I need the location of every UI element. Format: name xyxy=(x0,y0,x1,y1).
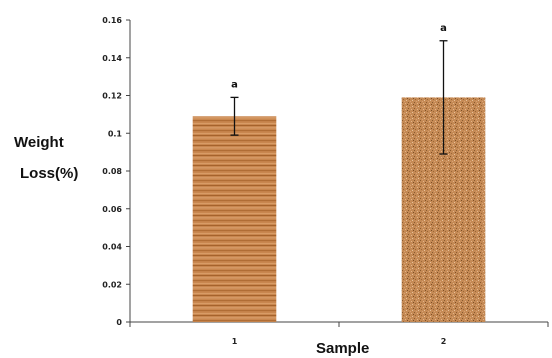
y-tick-label: 0.16 xyxy=(102,16,122,25)
y-tick-label: 0.08 xyxy=(102,167,122,176)
y-axis-label-line-2: Loss(%) xyxy=(20,165,78,182)
x-tick-label: 1 xyxy=(232,337,238,346)
y-tick-label: 0.06 xyxy=(102,205,122,214)
y-tick-label: 0.02 xyxy=(102,280,122,289)
bar-1 xyxy=(192,116,277,322)
y-tick-label: 0 xyxy=(116,318,122,327)
y-axis-label-line-1: Weight xyxy=(14,134,64,151)
y-tick-label: 0.12 xyxy=(102,92,122,101)
y-tick-label: 0.04 xyxy=(102,243,122,252)
significance-label-2: a xyxy=(440,23,447,34)
bars xyxy=(192,97,486,322)
x-axis-label: Sample xyxy=(316,340,369,357)
x-tick-label: 2 xyxy=(441,337,447,346)
significance-label-1: a xyxy=(231,79,238,90)
y-axis: 0 0.02 0.04 0.06 0.08 0.1 0.12 0.14 0.16 xyxy=(102,16,131,327)
significance-labels: aa xyxy=(231,23,447,91)
y-tick-label: 0.1 xyxy=(108,129,123,138)
error-bars xyxy=(230,40,448,155)
y-tick-label: 0.14 xyxy=(102,54,122,63)
